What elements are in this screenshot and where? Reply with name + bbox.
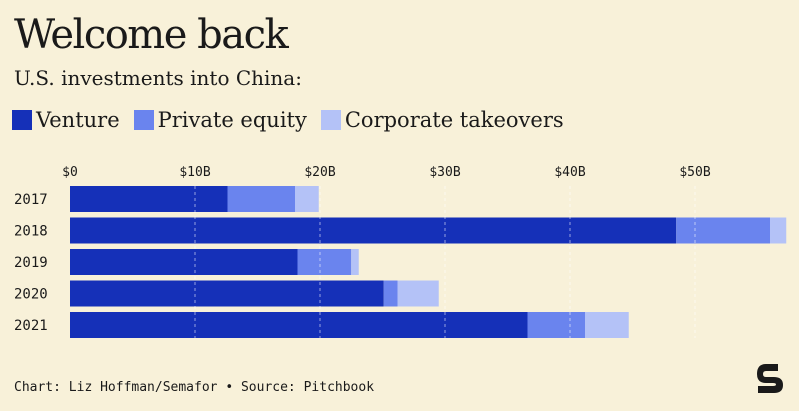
bar-venture — [70, 280, 384, 307]
legend-label-venture: Venture — [36, 108, 120, 132]
semafor-logo-icon — [752, 360, 788, 396]
bar-private-equity — [383, 280, 398, 307]
legend-swatch-corporate-takeovers — [320, 110, 341, 130]
bar-corporate-takeovers — [585, 312, 629, 338]
category-label: 2021 — [14, 318, 48, 334]
bar-corporate-takeovers — [770, 217, 787, 244]
legend-swatch-private-equity — [133, 110, 154, 130]
x-tick-label: $30B — [429, 165, 460, 180]
category-label: 2019 — [14, 255, 48, 271]
x-tick-label: $20B — [304, 165, 335, 180]
bar-private-equity — [676, 217, 770, 244]
legend-item-venture: Venture — [12, 108, 120, 132]
bar-venture — [70, 312, 528, 338]
bar-corporate-takeovers — [397, 280, 439, 307]
chart-title: Welcome back — [14, 12, 289, 58]
bar-chart: $0 $10B $20B $30B $40B $50B 2017 2018 2019 2020 20… — [14, 165, 787, 338]
x-tick-label: $50B — [679, 165, 710, 180]
x-tick-label: $10B — [179, 165, 210, 180]
legend-item-private-equity: Private equity — [133, 108, 307, 132]
bar-venture — [70, 249, 298, 275]
legend-item-corporate-takeovers: Corporate takeovers — [320, 108, 564, 132]
bar-corporate-takeovers — [351, 249, 359, 275]
legend: Venture Private equity Corporate takeove… — [12, 108, 578, 132]
category-label: 2018 — [14, 224, 48, 240]
chart-subtitle: U.S. investments into China: — [14, 66, 302, 90]
category-label: 2017 — [14, 192, 48, 208]
category-label: 2020 — [14, 287, 48, 303]
bar-private-equity — [297, 249, 352, 275]
legend-label-private-equity: Private equity — [157, 108, 307, 132]
bar-private-equity — [527, 312, 585, 338]
bar-private-equity — [227, 186, 295, 212]
bar-venture — [70, 186, 228, 212]
x-tick-label: $40B — [554, 165, 585, 180]
chart-credit: Chart: Liz Hoffman/Semafor • Source: Pit… — [14, 380, 375, 395]
bar-corporate-takeovers — [295, 186, 319, 212]
legend-swatch-venture — [12, 110, 32, 130]
legend-label-corporate-takeovers: Corporate takeovers — [344, 108, 564, 132]
bar-venture — [70, 217, 677, 244]
x-tick-label: $0 — [62, 165, 78, 180]
